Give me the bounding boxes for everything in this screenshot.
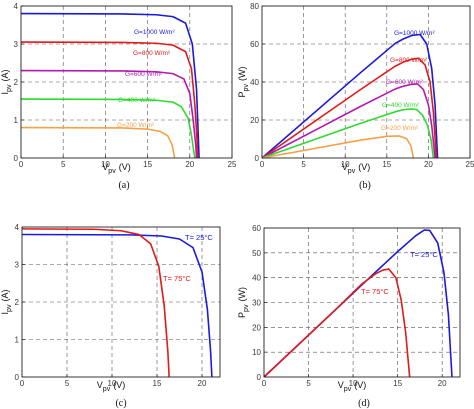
series-line-1: [20, 41, 199, 159]
y-tick-label: 0: [14, 154, 19, 163]
series-label-1: G=800 W/m²: [133, 50, 171, 57]
panel-d: T= 25°C T= 75°C 0 5 10 15 20 0 10 20 30 40 50 60 Vpv (V…: [237, 224, 461, 409]
series-line-3: [20, 98, 196, 159]
x-tick-label: 15: [153, 379, 162, 388]
y-tick-label: 50: [252, 249, 261, 258]
series-label-3: G=400 W/m²: [382, 102, 420, 109]
y-tick-label: 60: [252, 224, 261, 233]
y-tick-label: 2: [14, 78, 19, 87]
x-tick-label: 0: [260, 160, 265, 169]
y-tick-label: 60: [250, 40, 259, 49]
y-tick-label: 20: [252, 323, 261, 332]
y-tick-label: 0: [15, 373, 20, 382]
series-line-2: [261, 83, 436, 159]
y-axis-label: Ipv(A): [0, 70, 13, 95]
x-tick-label: 10: [101, 160, 110, 169]
y-tick-label: 10: [252, 348, 261, 357]
x-tick-label: 10: [108, 379, 117, 388]
series-line-1: [261, 57, 438, 159]
y-axis-label: Ipv(A): [0, 290, 13, 315]
y-tick-label: 20: [250, 116, 259, 125]
series-label-2: G=600 W/m²: [386, 79, 424, 86]
series-line-1: [263, 268, 411, 378]
y-tick-label: 1: [15, 336, 20, 345]
x-tick-label: 0: [19, 160, 24, 169]
series-line-0: [20, 12, 200, 159]
series-label-0: G=1000 W/m²: [134, 29, 175, 36]
series-label-0: T= 25°C: [185, 233, 213, 242]
x-tick-label: 20: [424, 160, 433, 169]
x-tick-label: 20: [198, 379, 207, 388]
y-tick-label: 40: [252, 274, 261, 283]
series-line-0: [21, 233, 213, 378]
y-tick-label: 0: [255, 154, 260, 163]
series-label-2: G=600 W/m²: [125, 71, 163, 78]
y-tick-label: 30: [252, 299, 261, 308]
series-line-4: [261, 135, 415, 159]
panel-label: (a): [118, 180, 129, 191]
y-tick-label: 3: [14, 40, 19, 49]
x-tick-label: 15: [393, 379, 402, 388]
y-tick-label: 4: [14, 2, 19, 11]
series-line-0: [261, 33, 439, 159]
x-tick-label: 25: [466, 160, 474, 169]
series-label-3: G=400 W/m²: [118, 97, 156, 104]
y-axis-label: Ppv(W): [237, 287, 250, 318]
series-label-0: G=1000 W/m²: [394, 30, 435, 37]
x-tick-label: 20: [438, 379, 447, 388]
x-tick-label: 5: [301, 160, 306, 169]
panel-c: T= 25°C T= 75°C 0 5 10 15 20 0 1 2 3 4 Vpv (V) Ipv(A) (…: [0, 223, 221, 409]
y-axis-label: Ppv(W): [237, 67, 250, 98]
series-label-1: G=800 W/m²: [390, 57, 428, 64]
series-line-0: [263, 229, 453, 378]
series-label-1: T= 75°C: [163, 274, 191, 283]
x-axis-label: Vpv (V): [342, 162, 370, 175]
series-line-1: [21, 228, 170, 378]
y-tick-label: 1: [14, 116, 19, 125]
x-tick-label: 20: [185, 160, 194, 169]
y-tick-label: 4: [15, 223, 20, 232]
panel-label: (d): [358, 398, 370, 409]
x-tick-label: 5: [61, 160, 66, 169]
x-tick-label: 10: [349, 379, 358, 388]
panel-label: (b): [359, 180, 371, 191]
y-tick-label: 40: [250, 78, 259, 87]
x-axis-label: Vpv (V): [97, 380, 125, 393]
y-tick-label: 3: [15, 261, 20, 270]
y-tick-label: 2: [15, 298, 20, 307]
series-line-3: [261, 108, 435, 159]
x-axis-label: Vpv (V): [102, 162, 130, 175]
y-tick-label: 80: [250, 2, 259, 11]
panel-b: G=1000 W/m² G=800 W/m² G=600 W/m² G=400 W/m…: [237, 2, 474, 191]
x-tick-label: 10: [341, 160, 350, 169]
x-tick-label: 15: [382, 160, 391, 169]
x-tick-label: 15: [143, 160, 152, 169]
series-line-4: [20, 126, 176, 159]
x-tick-label: 5: [65, 379, 70, 388]
x-tick-label: 5: [306, 379, 311, 388]
series-line-2: [20, 69, 198, 159]
x-tick-label: 25: [228, 160, 237, 169]
panel-a: G=1000 W/m² G=800 W/m² G=600 W/m² G=400 W/m…: [0, 2, 237, 191]
y-tick-label: 0: [257, 373, 262, 382]
series-label-0: T= 25°C: [410, 250, 438, 259]
x-tick-label: 0: [20, 379, 25, 388]
panel-label: (c): [115, 398, 126, 409]
series-label-4: G=200 W/m²: [117, 122, 155, 129]
x-axis-label: Vpv (V): [338, 380, 366, 393]
series-label-4: G=200 W/m²: [381, 125, 419, 132]
series-label-1: T= 75°C: [361, 287, 389, 296]
x-tick-label: 0: [262, 379, 267, 388]
